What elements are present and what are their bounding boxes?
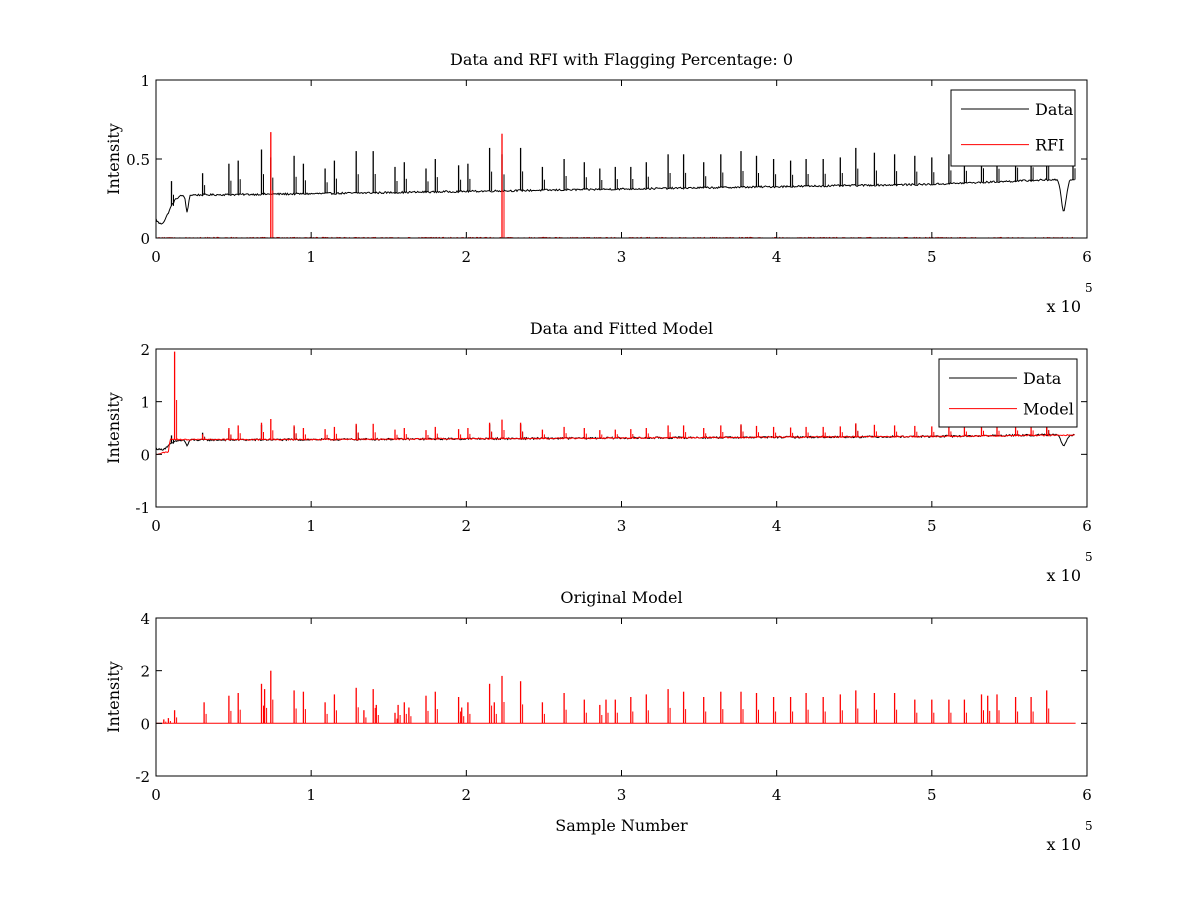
plot-lines xyxy=(156,132,1076,238)
y-tick-label: -2 xyxy=(135,768,150,786)
x-tick-label: 3 xyxy=(617,248,627,266)
x-tick-label: 6 xyxy=(1082,248,1092,266)
x-tick-label: 5 xyxy=(927,248,937,266)
x-tick-label: 0 xyxy=(151,248,161,266)
x-tick-label: 1 xyxy=(306,248,316,266)
x-tick-label: 0 xyxy=(151,786,161,804)
legend: Data RFI xyxy=(950,89,1076,167)
plot-area xyxy=(156,80,1087,238)
x-tick-label: 2 xyxy=(462,786,472,804)
y-tick-label: -1 xyxy=(135,499,150,517)
x-tick-label: 1 xyxy=(306,517,316,535)
y-tick-label: 4 xyxy=(140,610,150,628)
y-axis-label: Intensity xyxy=(104,392,123,464)
x-tick-label: 3 xyxy=(617,786,627,804)
plot-lines xyxy=(156,351,1075,456)
x-tick-label: 5 xyxy=(927,786,937,804)
chart-title: Data and Fitted Model xyxy=(530,319,713,338)
y-tick-label: 2 xyxy=(140,663,150,681)
series-line-data xyxy=(156,178,1075,225)
y-tick-label: 0 xyxy=(140,446,150,464)
legend: Data Model xyxy=(938,358,1078,428)
x-multiplier-base: x 10 xyxy=(1047,566,1081,585)
y-tick-label: 0 xyxy=(140,715,150,733)
x-tick-label: 2 xyxy=(462,517,472,535)
legend-label-data: Data xyxy=(1023,369,1062,388)
x-tick-label: 2 xyxy=(462,248,472,266)
legend-label-rfi: RFI xyxy=(1035,136,1064,155)
y-axis-label: Intensity xyxy=(104,123,123,195)
x-tick-label: 4 xyxy=(772,248,782,266)
x-tick-label: 3 xyxy=(617,517,627,535)
x-axis-label: Sample Number xyxy=(555,816,688,835)
legend-label-data: Data xyxy=(1035,100,1074,119)
x-tick-label: 5 xyxy=(927,517,937,535)
x-multiplier-base: x 10 xyxy=(1047,297,1081,316)
legend-box xyxy=(938,358,1078,428)
y-tick-label: 1 xyxy=(140,72,150,90)
x-tick-label: 4 xyxy=(772,786,782,804)
x-tick-label: 6 xyxy=(1082,786,1092,804)
x-tick-label: 4 xyxy=(772,517,782,535)
x-multiplier-exponent: 5 xyxy=(1085,281,1093,295)
legend-box xyxy=(950,89,1076,167)
y-axis-label: Intensity xyxy=(104,661,123,733)
x-multiplier-exponent: 5 xyxy=(1085,819,1093,833)
plot-area xyxy=(156,618,1087,776)
chart-title: Data and RFI with Flagging Percentage: 0 xyxy=(450,50,793,69)
x-tick-label: 0 xyxy=(151,517,161,535)
x-multiplier-exponent: 5 xyxy=(1085,550,1093,564)
y-tick-label: 1 xyxy=(140,394,150,412)
plot-lines xyxy=(156,670,1076,724)
chart-panel-1: 0 1 2 3 4 5 6 0 0.5 1 Data and RFI with Flagging P… xyxy=(104,50,1093,316)
y-tick-label: 2 xyxy=(140,341,150,359)
x-tick-label: 1 xyxy=(306,786,316,804)
legend-label-model: Model xyxy=(1023,400,1074,419)
y-tick-label: 0.5 xyxy=(126,151,150,169)
chart-title: Original Model xyxy=(560,588,682,607)
x-tick-label: 6 xyxy=(1082,517,1092,535)
y-tick-label: 0 xyxy=(140,230,150,248)
x-multiplier-base: x 10 xyxy=(1047,835,1081,854)
